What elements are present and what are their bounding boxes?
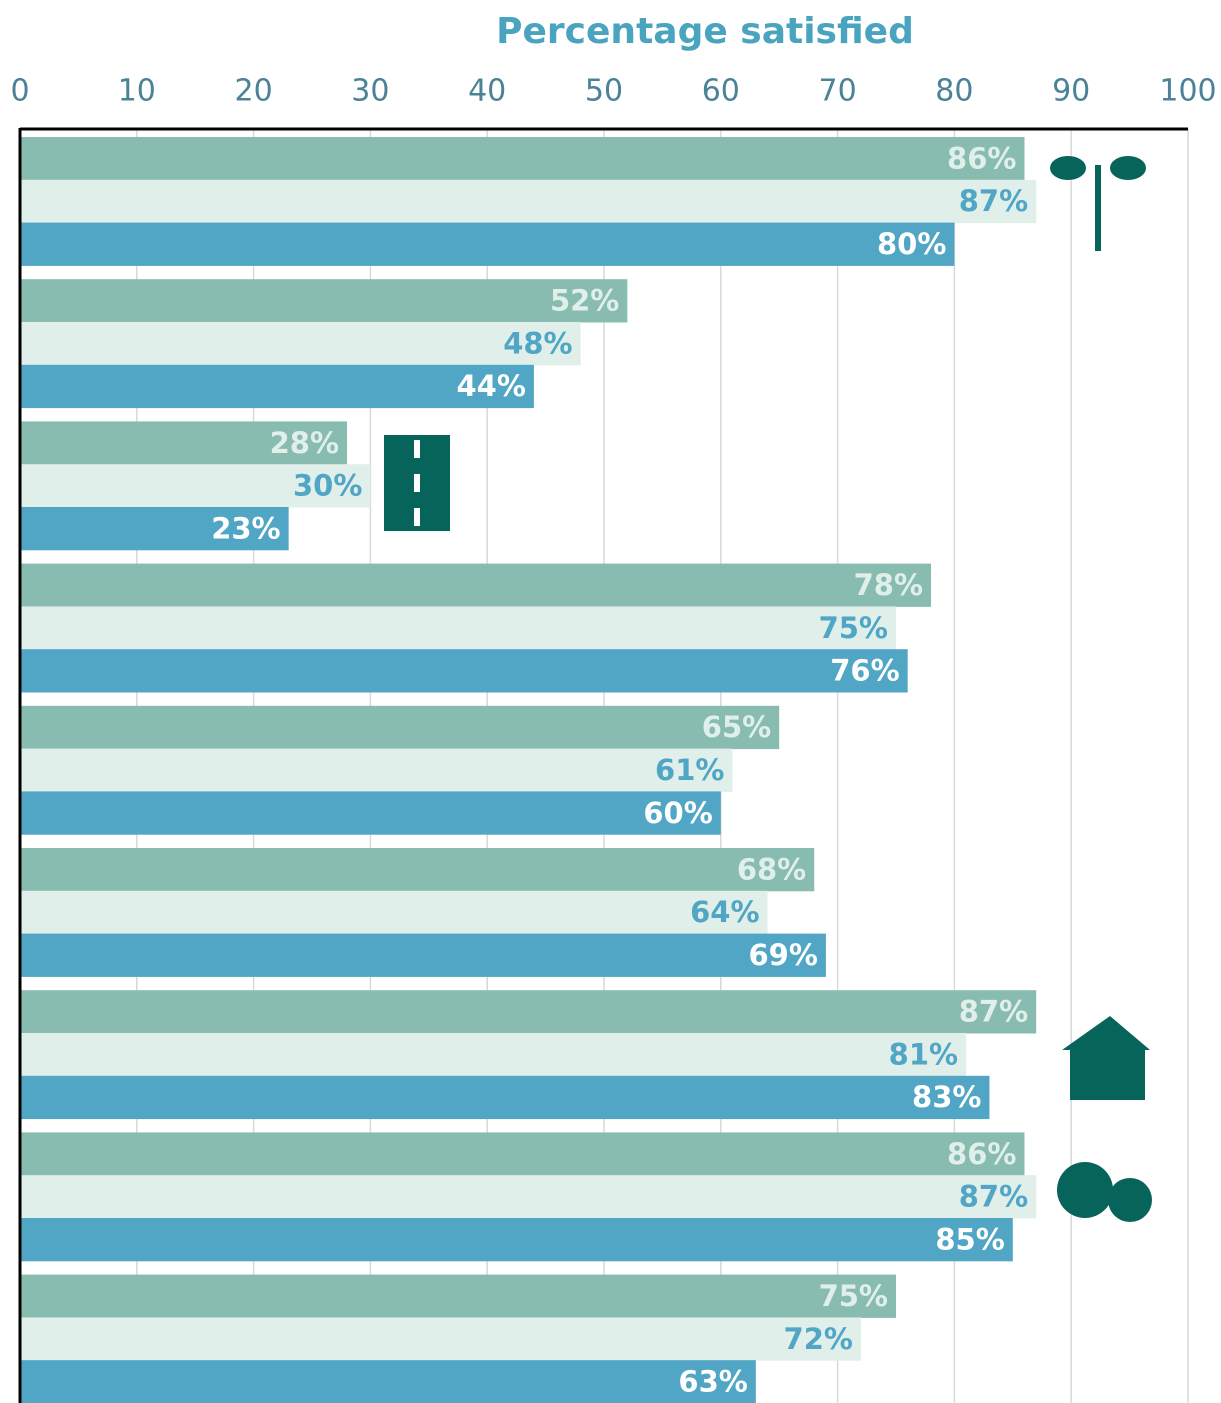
bars xyxy=(20,137,1037,1403)
value-label: 52% xyxy=(550,284,619,318)
bar xyxy=(20,1033,967,1077)
bar xyxy=(20,1360,756,1403)
bar xyxy=(20,137,1025,181)
value-label: 86% xyxy=(947,1137,1016,1171)
value-label: 28% xyxy=(270,426,339,460)
tree-icon xyxy=(1108,1178,1152,1222)
bar xyxy=(20,279,628,323)
bar xyxy=(20,563,932,607)
value-label: 30% xyxy=(293,469,362,503)
value-label: 60% xyxy=(643,796,712,830)
value-label: 87% xyxy=(959,1180,1028,1214)
value-label: 81% xyxy=(889,1037,958,1071)
bar xyxy=(20,848,815,892)
value-label: 69% xyxy=(748,938,817,972)
bar xyxy=(20,421,348,465)
value-label: 87% xyxy=(959,995,1028,1029)
value-label: 68% xyxy=(737,852,806,886)
bar xyxy=(20,990,1037,1034)
value-label: 65% xyxy=(702,710,771,744)
x-tick-label: 10 xyxy=(118,74,156,109)
tree-icon xyxy=(1057,1162,1113,1218)
value-label: 75% xyxy=(819,611,888,645)
value-label: 86% xyxy=(947,141,1016,175)
road-dash xyxy=(414,440,420,458)
x-tick-label: 0 xyxy=(10,74,29,109)
icons xyxy=(384,156,1152,1222)
value-label: 85% xyxy=(935,1222,1004,1256)
bar xyxy=(20,507,289,551)
value-label: 63% xyxy=(678,1365,747,1399)
value-label: 64% xyxy=(690,895,759,929)
house-icon xyxy=(1062,1016,1150,1050)
x-tick-label: 60 xyxy=(702,74,740,109)
bar xyxy=(20,649,908,693)
lamp-icon xyxy=(1110,156,1146,180)
bar xyxy=(20,933,826,977)
bar xyxy=(20,464,371,508)
bar xyxy=(20,748,733,792)
value-label: 83% xyxy=(912,1080,981,1114)
x-tick-label: 90 xyxy=(1052,74,1090,109)
value-label: 61% xyxy=(655,753,724,787)
value-label: 76% xyxy=(830,654,899,688)
value-label: 72% xyxy=(784,1322,853,1356)
x-tick-label: 40 xyxy=(468,74,506,109)
bar xyxy=(20,179,1037,224)
value-label: 75% xyxy=(819,1279,888,1313)
value-label: 48% xyxy=(503,326,572,360)
road-dash xyxy=(414,474,420,492)
x-tick-label: 100 xyxy=(1159,74,1216,109)
bar xyxy=(20,1075,990,1120)
bar xyxy=(20,222,955,266)
road-dash xyxy=(414,508,420,526)
chart-title: Percentage satisfied xyxy=(496,11,914,52)
x-tick-label: 80 xyxy=(935,74,973,109)
x-tick-label: 70 xyxy=(819,74,857,109)
bar xyxy=(20,1175,1037,1219)
bar xyxy=(20,705,780,750)
value-label: 78% xyxy=(854,568,923,602)
lamp-icon xyxy=(1095,165,1101,251)
bar xyxy=(20,1274,896,1318)
bar xyxy=(20,791,721,835)
value-labels: 86% 52% 28% 78% 65% 68% 87% 86% 75% 87% 48% 30% 75% 6… xyxy=(211,141,1028,1398)
x-tick-label: 20 xyxy=(235,74,273,109)
value-label: 44% xyxy=(456,369,525,403)
bar xyxy=(20,322,581,366)
x-tick-label: 30 xyxy=(351,74,389,109)
value-label: 23% xyxy=(211,511,280,545)
bar xyxy=(20,1132,1025,1176)
bar xyxy=(20,1317,861,1361)
bar xyxy=(20,606,896,650)
lamp-icon xyxy=(1050,156,1086,180)
house-icon xyxy=(1070,1050,1145,1100)
value-label: 87% xyxy=(959,184,1028,218)
value-label: 80% xyxy=(877,227,946,261)
bar xyxy=(20,890,768,935)
x-tick-label: 50 xyxy=(585,74,623,109)
bar xyxy=(20,1218,1013,1262)
bar xyxy=(20,364,534,409)
